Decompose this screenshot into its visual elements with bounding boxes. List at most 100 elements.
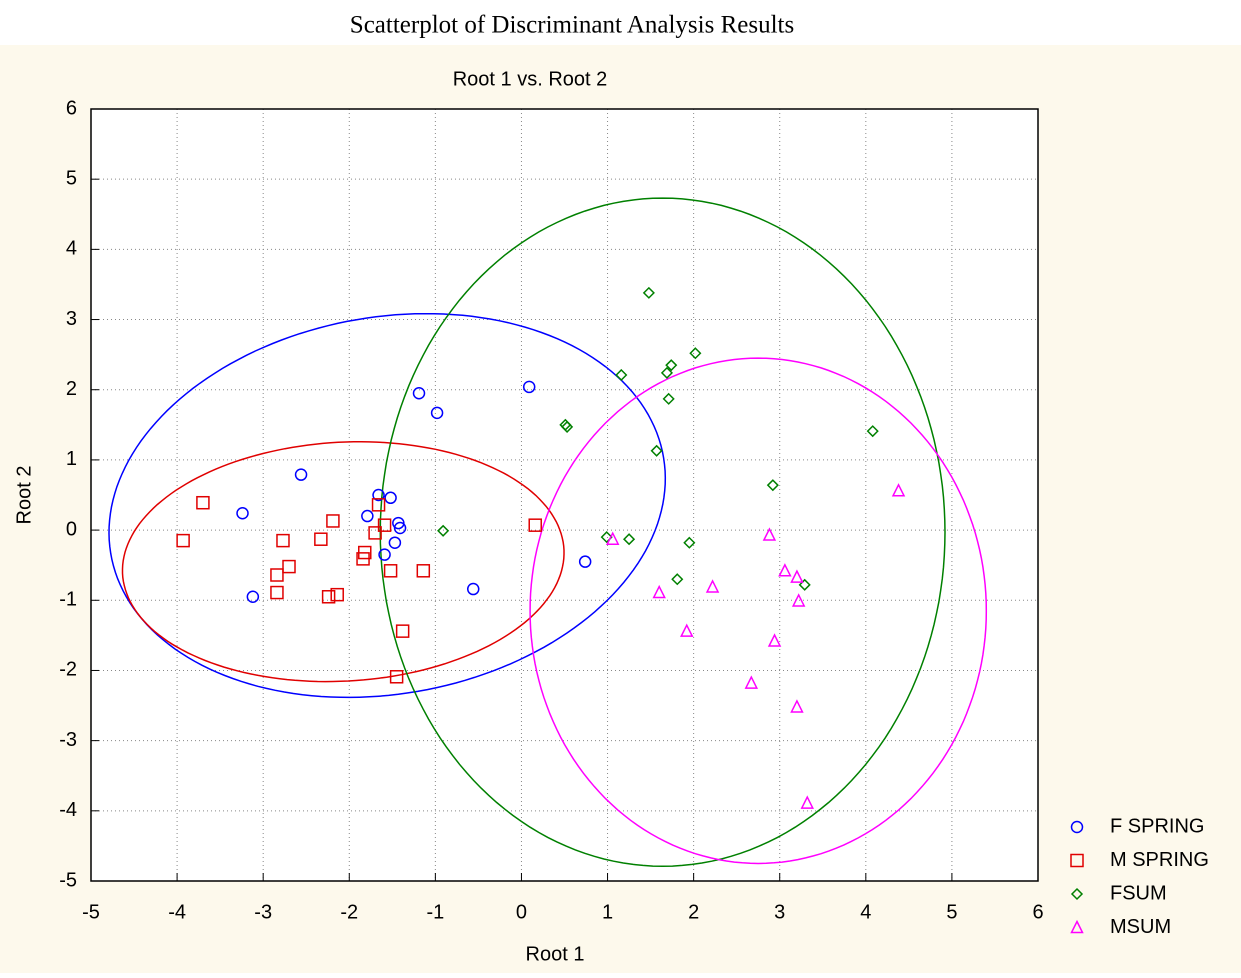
marker <box>891 483 906 497</box>
x-tick-label: -2 <box>340 901 358 923</box>
marker <box>660 366 674 379</box>
legend-marker <box>1070 887 1084 901</box>
x-tick-label: 3 <box>774 901 785 923</box>
y-tick-label: -1 <box>59 589 77 611</box>
x-tick-label: 6 <box>1032 901 1043 923</box>
marker <box>388 536 402 549</box>
marker <box>276 533 290 548</box>
marker <box>798 578 811 591</box>
x-tick-label: 4 <box>860 901 871 923</box>
y-tick-label: -4 <box>59 799 77 821</box>
x-tick-label: 1 <box>602 901 613 923</box>
legend-marker <box>1070 853 1084 868</box>
marker <box>321 590 336 604</box>
confidence-ellipse <box>108 312 667 699</box>
confidence-ellipse <box>379 197 946 868</box>
marker <box>378 548 391 561</box>
marker <box>744 675 759 689</box>
marker <box>615 368 628 382</box>
marker <box>790 569 804 583</box>
marker <box>294 468 308 481</box>
marker <box>389 670 404 684</box>
marker <box>383 564 398 578</box>
legend-label: F SPRING <box>1110 815 1204 837</box>
marker <box>393 521 407 535</box>
x-tick-label: -1 <box>426 901 444 923</box>
marker <box>416 564 431 578</box>
y-tick-label: 0 <box>66 518 77 540</box>
marker <box>800 795 814 809</box>
marker <box>236 506 249 520</box>
y-tick-label: 3 <box>66 308 77 330</box>
marker <box>662 392 675 405</box>
y-tick-label: 4 <box>66 238 77 260</box>
y-tick-label: -3 <box>59 729 77 751</box>
x-tick-label: 2 <box>688 901 699 923</box>
y-tick-label: 5 <box>66 167 77 189</box>
marker <box>176 533 190 548</box>
chart-title: Scatterplot of Discriminant Analysis Res… <box>350 12 794 39</box>
marker <box>522 380 536 394</box>
marker <box>665 359 678 372</box>
marker <box>466 582 480 596</box>
marker <box>778 563 792 577</box>
marker <box>642 286 655 299</box>
marker <box>766 479 779 492</box>
marker <box>314 532 328 546</box>
y-tick-label: 2 <box>66 378 77 400</box>
y-tick-label: -5 <box>59 869 77 891</box>
confidence-ellipse <box>121 441 565 683</box>
marker <box>578 555 592 568</box>
marker <box>270 568 284 582</box>
marker <box>680 623 694 637</box>
marker <box>671 573 684 586</box>
plot-area <box>91 109 1038 881</box>
marker <box>395 624 410 638</box>
marker <box>652 584 666 599</box>
x-tick-label: -5 <box>82 901 100 923</box>
marker <box>246 590 260 604</box>
plot-frame <box>90 108 1039 882</box>
marker <box>767 633 782 647</box>
marker <box>762 527 777 541</box>
marker <box>326 514 340 528</box>
marker <box>377 518 392 532</box>
marker <box>689 347 702 360</box>
legend-label: M SPRING <box>1110 849 1209 871</box>
marker <box>683 536 696 549</box>
marker <box>561 420 574 433</box>
marker <box>361 509 374 523</box>
chart-subtitle: Root 1 vs. Root 2 <box>453 68 608 90</box>
marker <box>282 559 296 574</box>
x-axis-label: Root 1 <box>526 943 585 965</box>
y-axis-label: Root 2 <box>13 466 35 525</box>
marker <box>791 593 806 607</box>
marker <box>368 526 382 540</box>
marker <box>430 406 444 420</box>
marker <box>371 498 386 512</box>
x-tick-label: 5 <box>946 901 957 923</box>
marker <box>270 585 284 600</box>
marker <box>623 533 636 546</box>
marker <box>358 545 372 560</box>
confidence-ellipse <box>529 357 988 865</box>
x-tick-label: 0 <box>516 901 527 923</box>
x-tick-label: -4 <box>168 901 186 923</box>
marker <box>330 587 344 602</box>
marker <box>705 579 720 593</box>
marker <box>412 386 426 400</box>
legend-label: MSUM <box>1110 916 1171 938</box>
y-tick-label: 1 <box>66 448 77 470</box>
marker <box>790 699 804 713</box>
y-tick-label: 6 <box>66 97 77 119</box>
y-tick-label: -2 <box>59 659 77 681</box>
marker <box>605 531 620 545</box>
marker <box>528 518 542 532</box>
marker <box>650 444 663 457</box>
x-tick-label: -3 <box>254 901 272 923</box>
marker <box>372 488 385 502</box>
marker <box>866 425 879 438</box>
marker <box>600 531 613 544</box>
legend-marker <box>1070 919 1084 934</box>
